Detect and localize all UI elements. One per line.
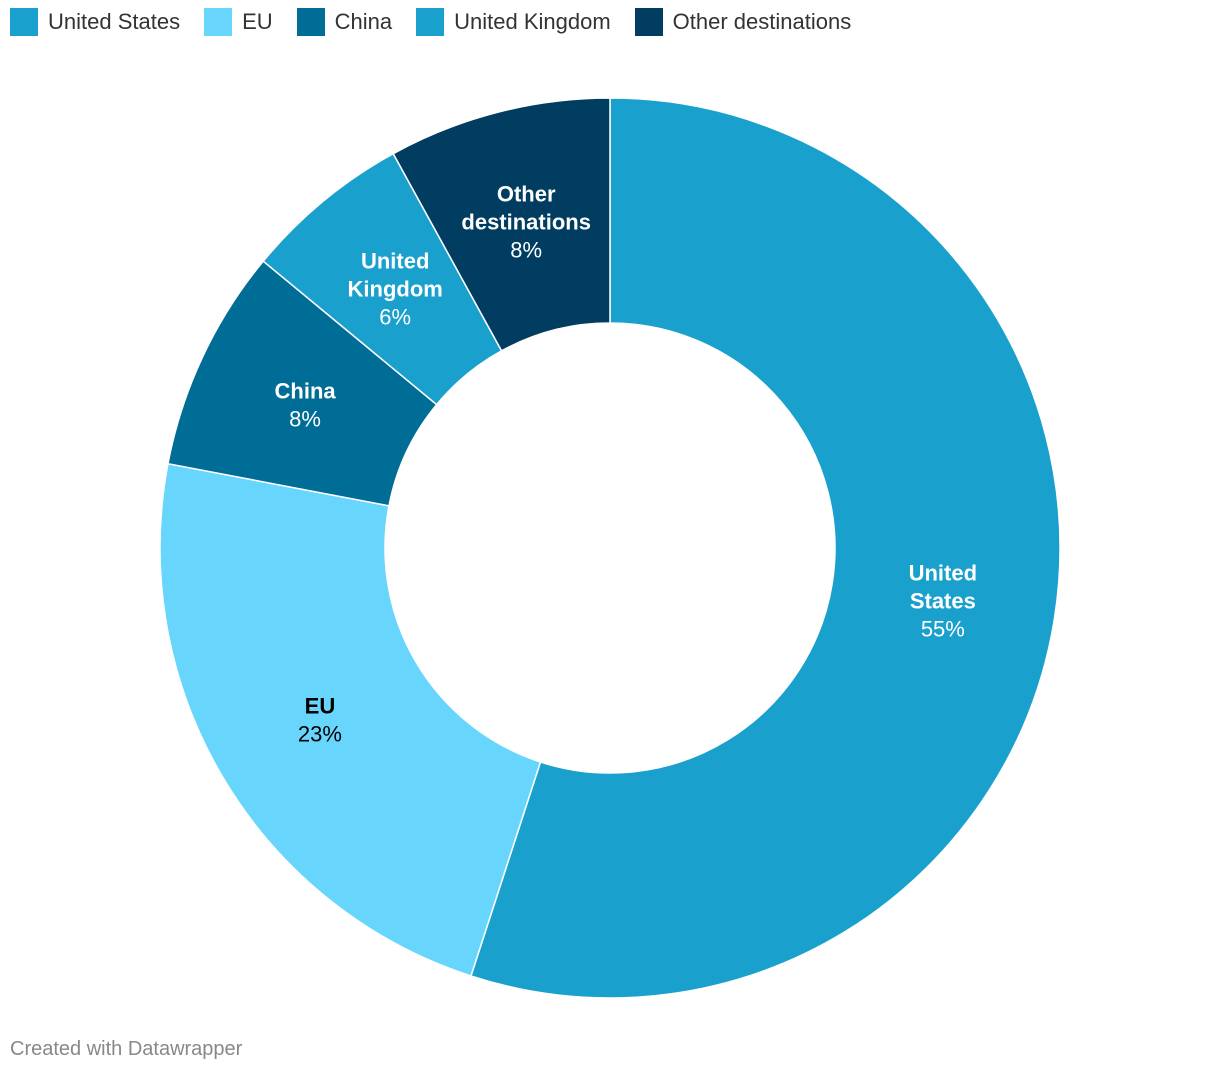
legend: United States EU China United Kingdom Ot… (10, 8, 851, 36)
legend-item-other-destinations: Other destinations (634, 8, 852, 36)
legend-label: EU (242, 9, 273, 34)
slice-label-value: 55% (921, 617, 965, 642)
slice-label-china: China 8% (275, 379, 337, 432)
slice-label-united-kingdom: United Kingdom 6% (348, 248, 443, 329)
legend-label: China (334, 9, 393, 34)
slice-label-name: China (275, 379, 337, 404)
legend-swatch (634, 8, 663, 36)
slice-label-united-states: United States 55% (909, 561, 977, 642)
slice-label-name: States (910, 589, 976, 614)
slice-label-eu: EU 23% (298, 694, 342, 747)
legend-item-united-kingdom: United Kingdom (416, 8, 611, 36)
slice-label-name: United (909, 561, 977, 586)
slice-label-name: EU (305, 694, 336, 719)
slice-label-value: 23% (298, 722, 342, 747)
legend-label: Other destinations (672, 9, 852, 34)
slice-eu (159, 462, 542, 977)
legend-item-united-states: United States (10, 8, 180, 36)
slice-label-value: 8% (510, 238, 542, 263)
legend-label: United States (48, 9, 181, 34)
slice-label-value: 8% (289, 407, 321, 432)
slice-label-name: United (361, 248, 429, 273)
legend-swatch (416, 8, 445, 36)
legend-item-china: China (296, 8, 393, 36)
legend-label: United Kingdom (454, 9, 611, 34)
slice-label-name: destinations (461, 210, 591, 235)
slice-other-destinations (392, 97, 611, 352)
footer-credit: Created with Datawrapper (10, 1038, 243, 1060)
slice-label-name: Kingdom (348, 276, 443, 301)
slice-label-other-destinations: Other destinations 8% (461, 182, 591, 263)
legend-swatch (296, 8, 325, 36)
legend-swatch (10, 8, 38, 36)
slice-label-name: Other (497, 182, 556, 207)
legend-item-eu: EU (204, 8, 273, 36)
slice-label-value: 6% (379, 304, 411, 329)
slice-united-states (469, 97, 1061, 999)
legend-swatch (204, 8, 233, 36)
